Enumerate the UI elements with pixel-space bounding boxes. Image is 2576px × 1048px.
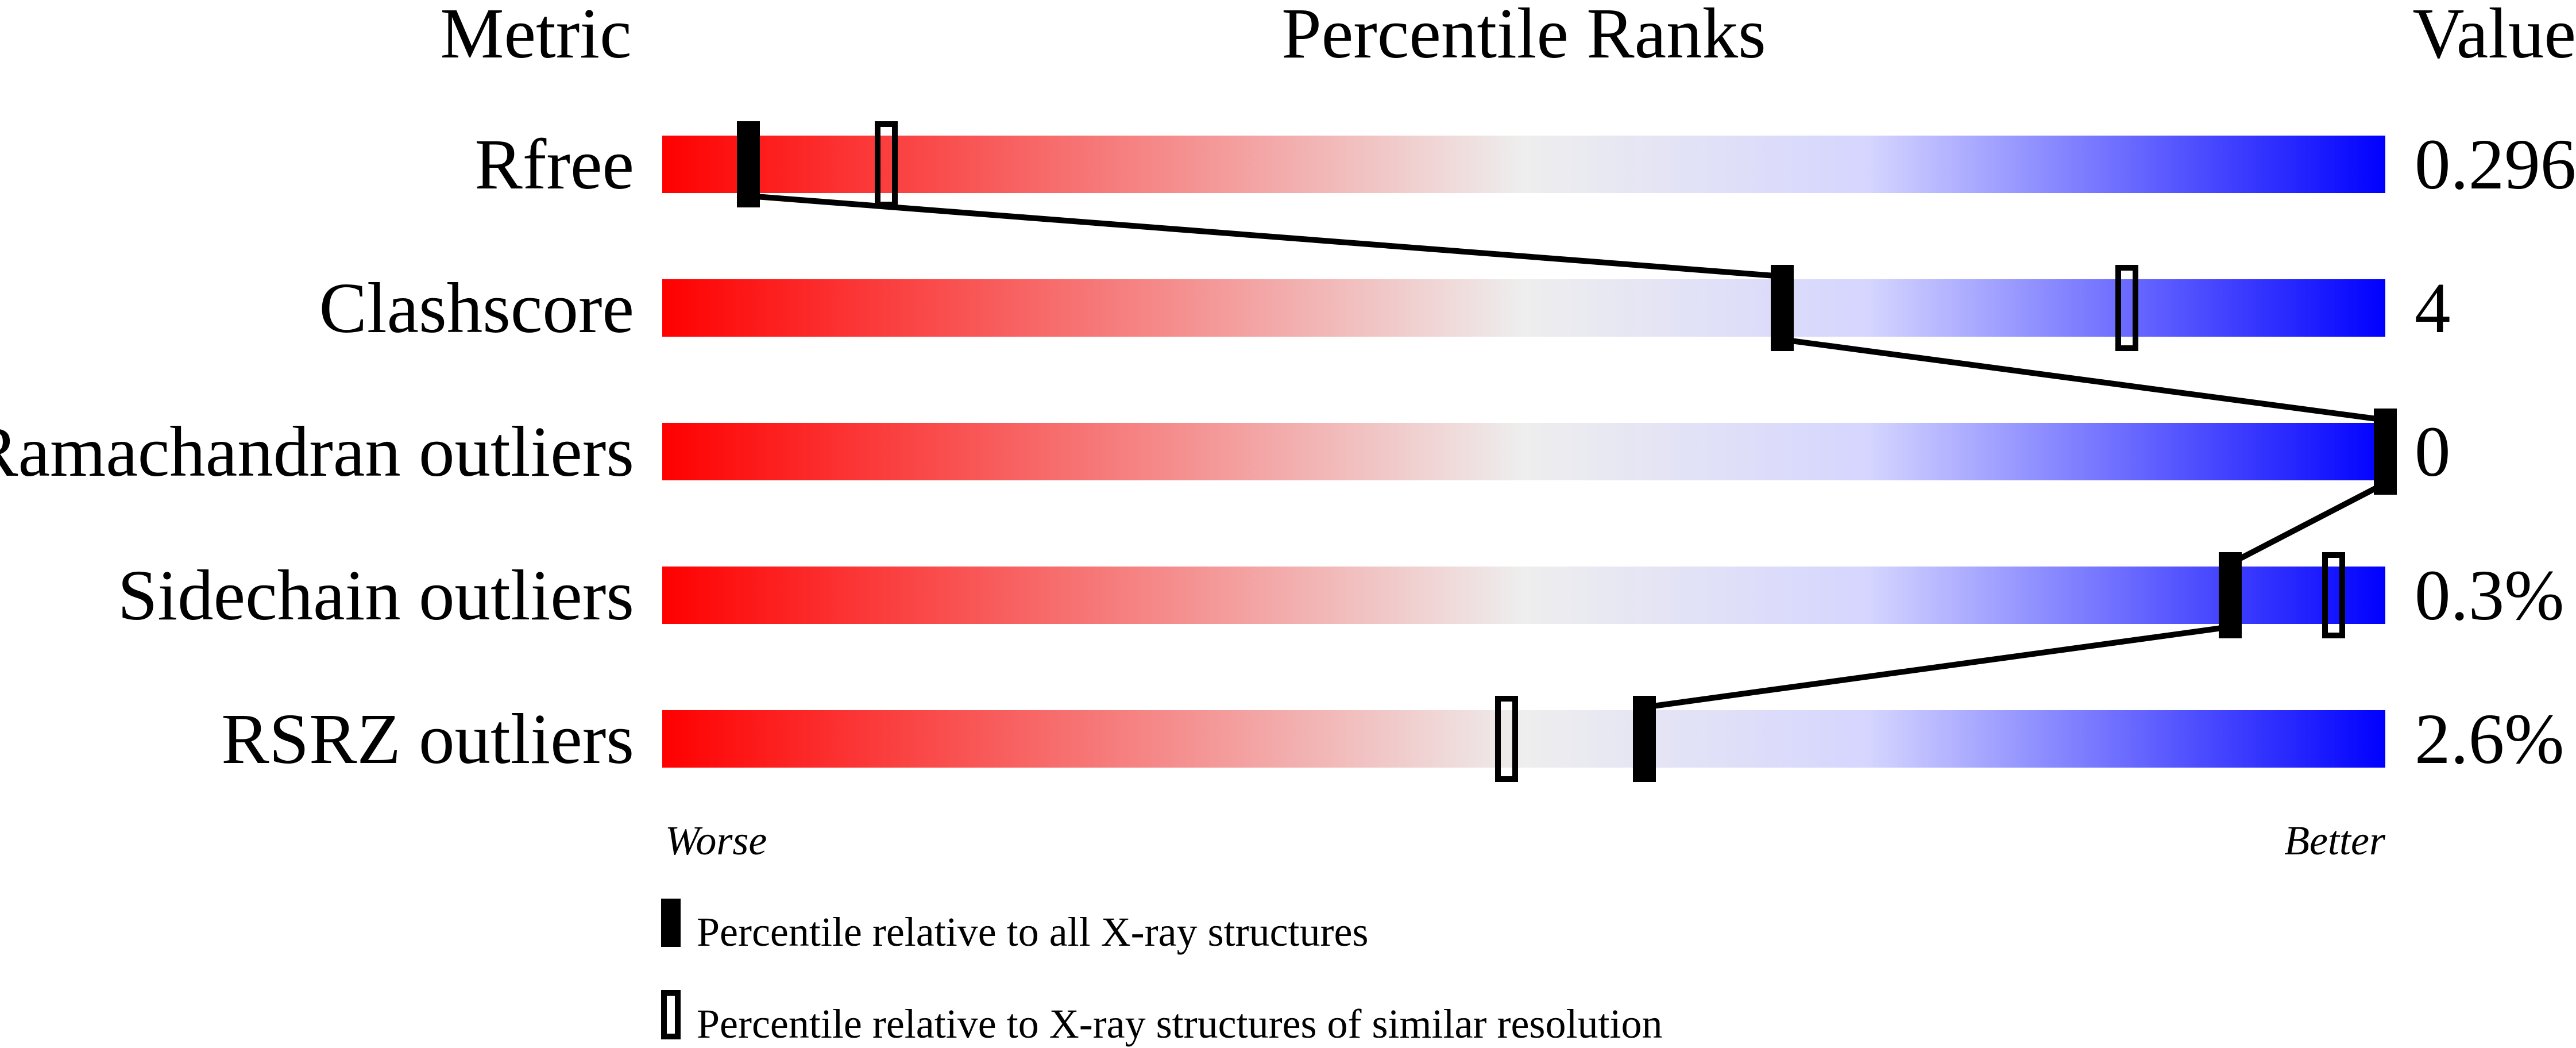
marker-similar-resolution bbox=[2322, 552, 2345, 638]
marker-all-structures bbox=[737, 121, 760, 207]
metric-value: 0 bbox=[2415, 413, 2451, 492]
header-value: Value bbox=[2412, 0, 2576, 74]
marker-all-structures bbox=[1771, 265, 1794, 351]
metric-value: 4 bbox=[2415, 269, 2451, 348]
legend-label-all: Percentile relative to all X-ray structu… bbox=[697, 909, 1369, 955]
axis-better-label: Better bbox=[2284, 818, 2386, 864]
metric-label: Clashscore bbox=[319, 269, 634, 348]
marker-all-structures bbox=[2374, 409, 2397, 495]
metric-label: Ramachandran outliers bbox=[0, 413, 634, 492]
connector-line bbox=[1782, 337, 2386, 423]
connector-line bbox=[1644, 624, 2231, 710]
metric-row: Rfree 0.296 bbox=[474, 121, 2576, 207]
connector-line bbox=[748, 193, 1783, 279]
axis-worse-label: Worse bbox=[665, 818, 767, 864]
metric-value: 0.3% bbox=[2415, 556, 2564, 635]
connector-line bbox=[2229, 480, 2387, 567]
legend-open-marker bbox=[661, 990, 681, 1039]
metric-row: Clashscore 4 bbox=[319, 265, 2451, 351]
marker-similar-resolution bbox=[1495, 696, 1518, 782]
metric-row: Ramachandran outliers 0 bbox=[0, 409, 2451, 495]
header-metric: Metric bbox=[440, 0, 631, 74]
metric-row: RSRZ outliers 2.6% bbox=[221, 696, 2564, 782]
metric-label: Sidechain outliers bbox=[118, 556, 634, 635]
header-percentile-ranks: Percentile Ranks bbox=[1281, 0, 1766, 74]
legend-filled-marker bbox=[661, 899, 681, 947]
percentile-bar bbox=[662, 136, 2385, 193]
metric-row: Sidechain outliers 0.3% bbox=[118, 552, 2564, 638]
percentile-bar bbox=[662, 710, 2385, 768]
legend-label-similar: Percentile relative to X-ray structures … bbox=[697, 1001, 1662, 1047]
percentile-bar bbox=[662, 423, 2385, 480]
marker-all-structures bbox=[1633, 696, 1656, 782]
metric-value: 0.296 bbox=[2415, 125, 2576, 205]
metric-label: Rfree bbox=[474, 125, 634, 205]
marker-all-structures bbox=[2219, 552, 2242, 638]
metric-label: RSRZ outliers bbox=[221, 700, 634, 779]
metric-value: 2.6% bbox=[2415, 700, 2564, 779]
percentile-bar bbox=[662, 567, 2385, 624]
marker-similar-resolution bbox=[2115, 265, 2138, 351]
percentile-bar bbox=[662, 279, 2385, 337]
